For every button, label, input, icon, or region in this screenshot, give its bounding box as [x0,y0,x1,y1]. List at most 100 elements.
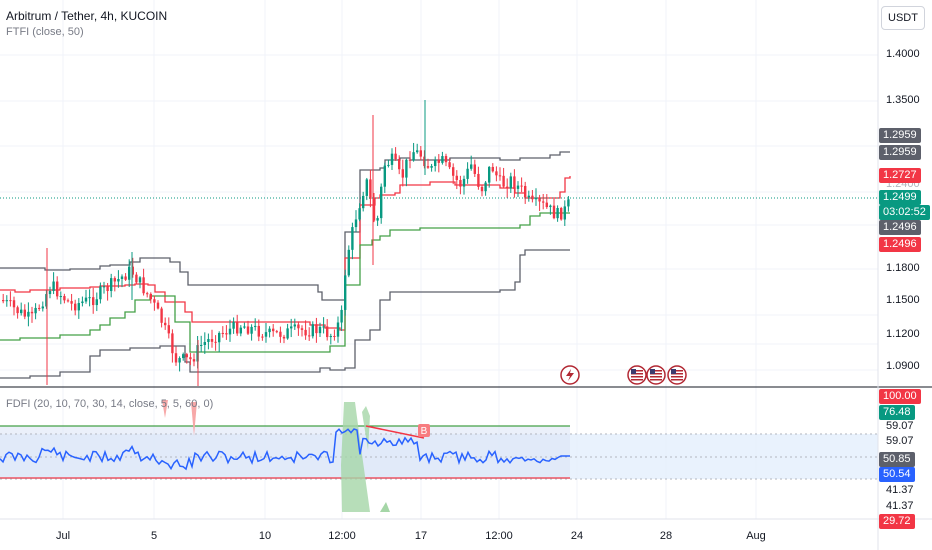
candle-body [308,335,311,337]
candle-body [534,198,538,200]
us-flag-icon[interactable] [646,365,666,385]
osc-tick: 100.00 [879,389,921,404]
candle-body [336,322,340,337]
osc-tick: 50.54 [879,467,915,482]
svg-text:B: B [421,426,428,437]
candle-body [401,169,404,178]
candle-body [560,208,563,220]
candle-body [92,297,95,306]
candle-body [552,205,556,219]
candle-body [509,176,512,189]
symbol-title[interactable]: Arbitrum / Tether, 4h, KUCOIN [6,9,168,23]
candle-body [513,176,516,189]
time-tick: Aug [746,530,766,542]
candle-body [480,186,484,192]
us-flag-icon[interactable] [627,365,647,385]
candle-body [538,198,541,202]
main-indicator-label[interactable]: FTFI (close, 50) [6,26,84,38]
candle-body [120,276,124,279]
candle-body [160,308,163,323]
candle-body [16,307,19,314]
lower-indicator-label[interactable]: FDFI (20, 10, 70, 30, 14, close, 5, 5, 6… [6,398,214,410]
candle-body [149,293,152,300]
candle-body [347,249,350,276]
candle-body [56,281,59,297]
osc-tick: 41.37 [886,500,914,512]
candle-body [527,195,530,198]
candle-body [340,309,343,323]
candle-body [304,329,307,336]
candle-body [426,166,430,168]
candle-body [189,357,192,360]
candle-body [470,164,473,169]
osc-series-line [0,428,570,471]
candle-body [394,153,397,160]
candle-body [434,159,437,167]
candle-body [153,299,156,303]
candle-body [279,331,282,337]
trend-bands [0,151,571,379]
signal-b-marker[interactable]: B [418,424,430,437]
candlestick-series [2,100,570,386]
candle-body [351,227,354,250]
candle-body [416,150,419,153]
osc-tick: 41.37 [886,484,914,496]
candle-body [138,277,142,283]
price-tick: 1.0900 [886,360,920,372]
candle-body [95,299,98,306]
candle-body [9,300,12,302]
us-flag-icon[interactable] [667,365,687,385]
time-tick: 28 [659,530,673,542]
candle-body [491,166,494,172]
candle-body [192,359,196,362]
price-tick: 1.1200 [886,328,920,340]
currency-button[interactable]: USDT [881,6,925,30]
price-tick: 1.1500 [886,294,920,306]
candle-body [27,311,30,317]
candle-body [516,185,520,189]
candle-body [221,332,224,334]
candle-body [182,354,185,359]
candle-body [232,321,235,329]
time-tick: 17 [414,530,428,542]
candle-body [412,152,415,161]
candle-body [419,150,422,157]
candle-body [300,328,304,330]
candle-body [488,166,491,183]
candle-body [250,326,253,334]
flash-event-icon[interactable] [560,365,580,385]
candle-body [66,300,70,302]
candle-body [228,328,232,335]
candle-body [473,164,476,174]
osc-tick: 50.85 [879,452,915,467]
candle-body [502,175,505,187]
osc-sell-marker [162,400,168,418]
time-tick: 5 [150,530,158,542]
candle-body [113,278,116,282]
osc-spike-small [362,406,370,450]
candle-body [156,302,160,309]
candle-body [84,297,88,302]
candle-body [257,325,260,337]
candle-body [311,324,314,337]
candle-body [102,286,106,288]
candle-body [322,326,325,328]
candle-body [261,336,264,338]
price-tag: 1.2959 [879,128,921,143]
candle-body [365,179,368,196]
candle-body [88,297,91,299]
osc-tick: 76.48 [879,405,915,420]
candle-body [34,307,37,314]
candle-body [390,153,394,165]
candle-body [293,324,296,327]
candle-body [380,186,383,219]
candle-body [99,286,102,300]
candle-body [358,208,361,220]
time-tick: Jul [55,530,71,542]
candle-body [178,358,181,363]
candle-body [20,309,23,314]
candle-body [167,325,170,334]
candle-body [423,156,426,167]
candle-body [286,328,289,339]
